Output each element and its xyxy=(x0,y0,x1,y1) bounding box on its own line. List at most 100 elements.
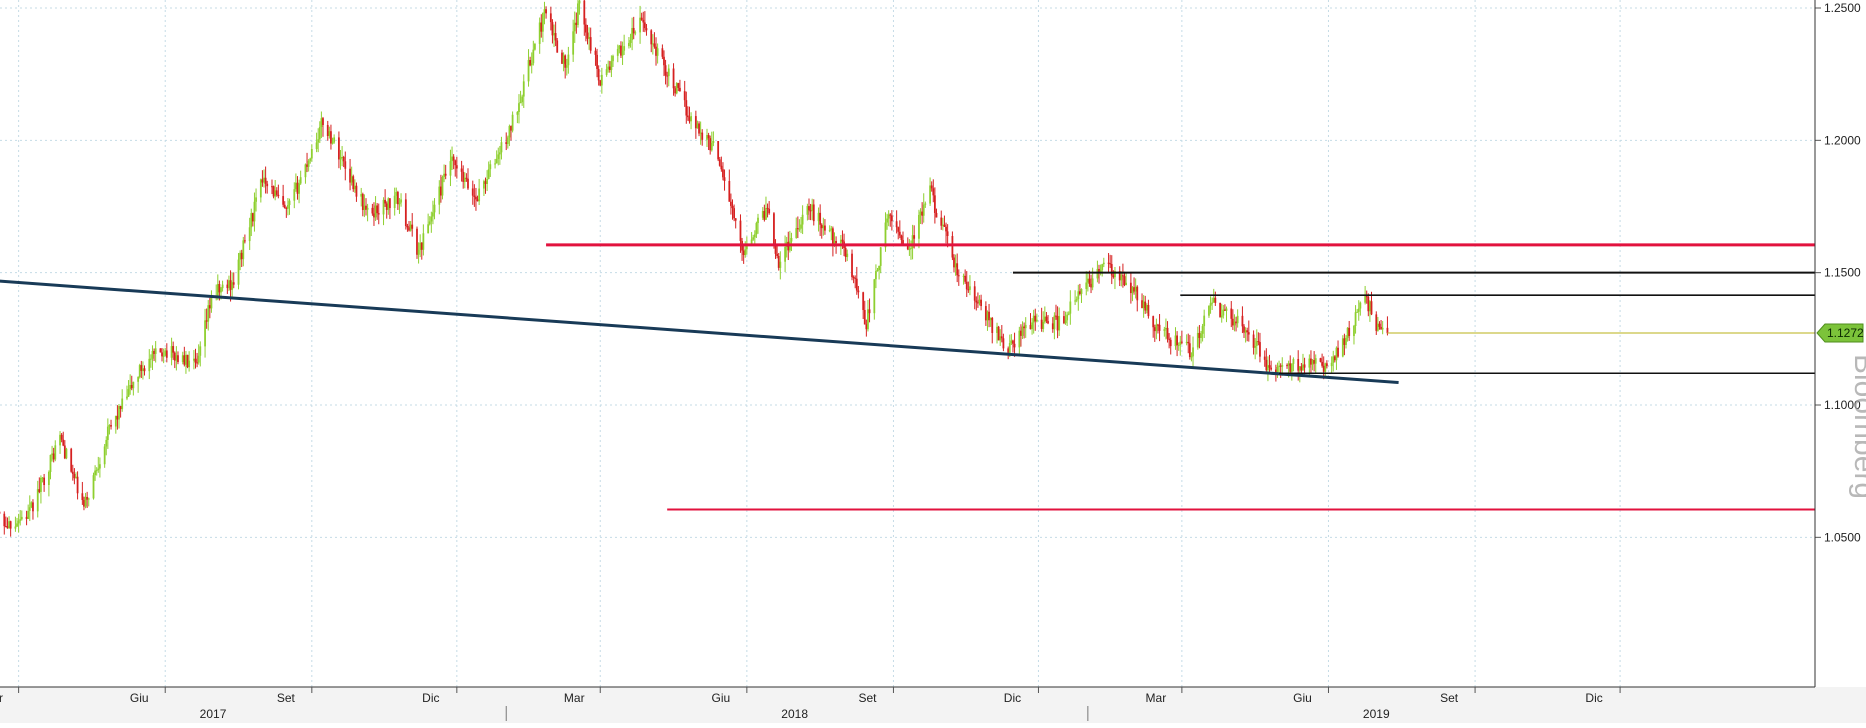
candle-body xyxy=(756,223,758,234)
candle-body xyxy=(1053,316,1055,330)
candle-body xyxy=(40,478,42,492)
candle-body xyxy=(1125,283,1127,285)
candle-body xyxy=(652,43,654,44)
candle-body xyxy=(987,312,989,321)
candle-body xyxy=(1087,279,1089,283)
candle-body xyxy=(494,163,496,164)
candle-body xyxy=(150,359,152,360)
candle-body xyxy=(140,365,142,371)
candle-body xyxy=(563,55,565,63)
candle-body xyxy=(333,137,335,142)
candle-body xyxy=(722,169,724,177)
candle-body xyxy=(650,30,652,44)
candle-body xyxy=(438,187,440,205)
candle-body xyxy=(185,355,187,365)
candle-body xyxy=(284,205,286,208)
candle-body xyxy=(1068,314,1070,315)
candle-body xyxy=(807,206,809,215)
candle-body xyxy=(1191,356,1193,357)
candle-body xyxy=(762,211,764,218)
candle-body xyxy=(289,201,291,205)
candle-body xyxy=(489,164,491,169)
candle-body xyxy=(724,177,726,181)
candle xyxy=(599,80,601,86)
candle-body xyxy=(293,189,295,200)
candle-body xyxy=(349,169,351,183)
candle-body xyxy=(1297,359,1299,371)
candle-body xyxy=(464,178,466,182)
candle-body xyxy=(665,65,667,75)
candle-body xyxy=(1135,287,1137,292)
candle-body xyxy=(990,318,992,320)
candle-body xyxy=(15,527,17,529)
candle xyxy=(998,326,1000,341)
candle-body xyxy=(265,178,267,184)
candle-body xyxy=(195,359,197,363)
candle-body xyxy=(53,453,55,459)
candle-body xyxy=(93,475,95,498)
candle-body xyxy=(386,203,388,209)
candle-body xyxy=(617,49,619,56)
candle-body xyxy=(1310,359,1312,365)
candle-body xyxy=(1052,323,1054,329)
candle-body xyxy=(1364,296,1366,303)
candle-body xyxy=(924,204,926,205)
candle-body xyxy=(64,446,66,459)
candle-body xyxy=(596,55,598,69)
candle-body xyxy=(1133,287,1135,291)
candle-body xyxy=(1232,319,1234,326)
candle-body xyxy=(851,254,853,277)
candle-body xyxy=(128,389,130,396)
candle-body xyxy=(16,523,18,526)
candle-body xyxy=(618,46,620,49)
candle xyxy=(1320,358,1322,363)
candle-body xyxy=(54,445,56,459)
candle-body xyxy=(1269,365,1271,368)
candle-body xyxy=(118,406,120,419)
candle-body xyxy=(137,377,139,382)
candle-body xyxy=(27,511,29,519)
candle-body xyxy=(352,176,354,189)
candle-body xyxy=(367,208,369,210)
candle-body xyxy=(991,318,993,333)
candle-body xyxy=(891,215,893,221)
candle-body xyxy=(276,190,278,194)
candle-body xyxy=(698,123,700,133)
candle-body xyxy=(811,204,813,210)
candle-body xyxy=(754,234,756,237)
candle-body xyxy=(767,208,769,209)
candle-body xyxy=(1042,322,1044,329)
candle-body xyxy=(21,517,23,519)
candle-body xyxy=(38,489,40,492)
candle-body xyxy=(1336,348,1338,360)
candle-body xyxy=(1155,325,1157,332)
candle-body xyxy=(389,198,391,208)
candle-body xyxy=(1092,278,1094,287)
candle-body xyxy=(1281,365,1283,367)
candle-body xyxy=(188,361,190,367)
candle-body xyxy=(378,213,380,214)
candle-body xyxy=(462,172,464,182)
candle-body xyxy=(980,300,982,306)
candle-body xyxy=(1111,264,1113,275)
candle-body xyxy=(1170,340,1172,346)
candle-body xyxy=(1224,310,1226,311)
candle-body xyxy=(521,97,523,103)
candle-body xyxy=(728,181,730,202)
candle-body xyxy=(985,306,987,320)
candle-body xyxy=(1189,343,1191,357)
candle-body xyxy=(171,346,173,358)
candle-body xyxy=(1375,314,1377,330)
candle-body xyxy=(430,217,432,222)
candle-body xyxy=(309,158,311,160)
candle-body xyxy=(934,195,936,213)
candle-body xyxy=(512,115,514,131)
candle-body xyxy=(1085,283,1087,289)
candle-body xyxy=(757,218,759,223)
candle-body xyxy=(550,13,552,22)
candle-body xyxy=(1344,338,1346,345)
candle-body xyxy=(857,291,859,293)
candle-body xyxy=(888,215,890,219)
candle-body xyxy=(273,186,275,196)
